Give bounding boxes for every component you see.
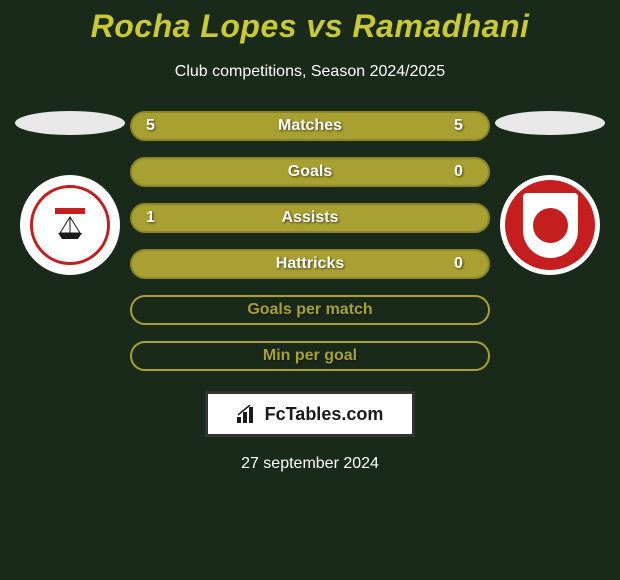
stat-right-value: 5 — [454, 117, 474, 135]
persija-inner-circle — [533, 208, 568, 243]
right-column — [490, 111, 610, 275]
psm-badge-inner — [30, 185, 110, 265]
left-player-ellipse — [15, 111, 125, 135]
stat-bar-mpg: Min per goal — [130, 341, 490, 371]
persija-badge-inner — [505, 180, 595, 270]
content-area: 5 Matches 5 Goals 0 1 Assists Hattricks … — [0, 111, 620, 371]
right-player-ellipse — [495, 111, 605, 135]
stat-label: Goals per match — [247, 301, 372, 319]
stat-label: Goals — [288, 163, 332, 181]
stat-bar-gpm: Goals per match — [130, 295, 490, 325]
left-club-badge — [20, 175, 120, 275]
stat-bar-matches: 5 Matches 5 — [130, 111, 490, 141]
chart-icon — [237, 405, 259, 423]
stat-label: Matches — [278, 117, 342, 135]
stats-bars: 5 Matches 5 Goals 0 1 Assists Hattricks … — [130, 111, 490, 371]
stat-label: Assists — [282, 209, 339, 227]
stat-bar-assists: 1 Assists — [130, 203, 490, 233]
footer-brand-badge: FcTables.com — [205, 391, 415, 437]
footer-brand-text: FcTables.com — [265, 404, 384, 425]
stat-label: Hattricks — [276, 255, 344, 273]
left-column — [10, 111, 130, 275]
stat-right-value: 0 — [454, 255, 474, 273]
stat-bar-goals: Goals 0 — [130, 157, 490, 187]
stat-right-value: 0 — [454, 163, 474, 181]
psm-boat-icon — [50, 205, 90, 245]
right-club-badge — [500, 175, 600, 275]
stat-left-value: 5 — [146, 117, 166, 135]
comparison-title: Rocha Lopes vs Ramadhani — [91, 8, 530, 45]
season-subtitle: Club competitions, Season 2024/2025 — [175, 63, 445, 81]
stat-bar-hattricks: Hattricks 0 — [130, 249, 490, 279]
stat-left-value: 1 — [146, 209, 166, 227]
stat-label: Min per goal — [263, 347, 357, 365]
persija-shield-icon — [523, 193, 578, 258]
footer-date: 27 september 2024 — [241, 455, 379, 473]
